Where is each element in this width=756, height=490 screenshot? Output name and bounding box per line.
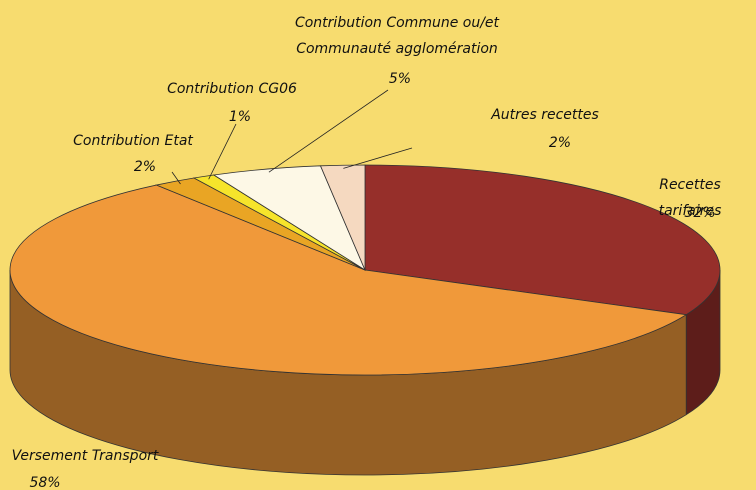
slice-label: Autres recettes	[491, 107, 599, 123]
slice-label: Recettes tarifaires	[658, 177, 722, 219]
slice-label: Contribution Etat	[73, 133, 193, 149]
value-label: 1%	[228, 109, 252, 125]
value-label: 5%	[388, 71, 412, 87]
value-label: 58%	[29, 475, 61, 490]
slice	[319, 164, 366, 271]
value-label: 32%	[684, 205, 716, 221]
value-label: 2%	[548, 135, 572, 151]
slice	[364, 164, 721, 316]
leader-line	[343, 147, 413, 169]
slice-label: Contribution Commune ou/et Communauté ag…	[294, 15, 500, 57]
leader-line	[208, 123, 237, 180]
slice-label: Versement Transport	[11, 448, 159, 464]
leader-line	[171, 171, 181, 185]
leader-line	[268, 89, 389, 173]
slice-label: Contribution CG06	[167, 81, 297, 97]
value-label: 2%	[133, 159, 157, 175]
slice	[9, 184, 688, 376]
